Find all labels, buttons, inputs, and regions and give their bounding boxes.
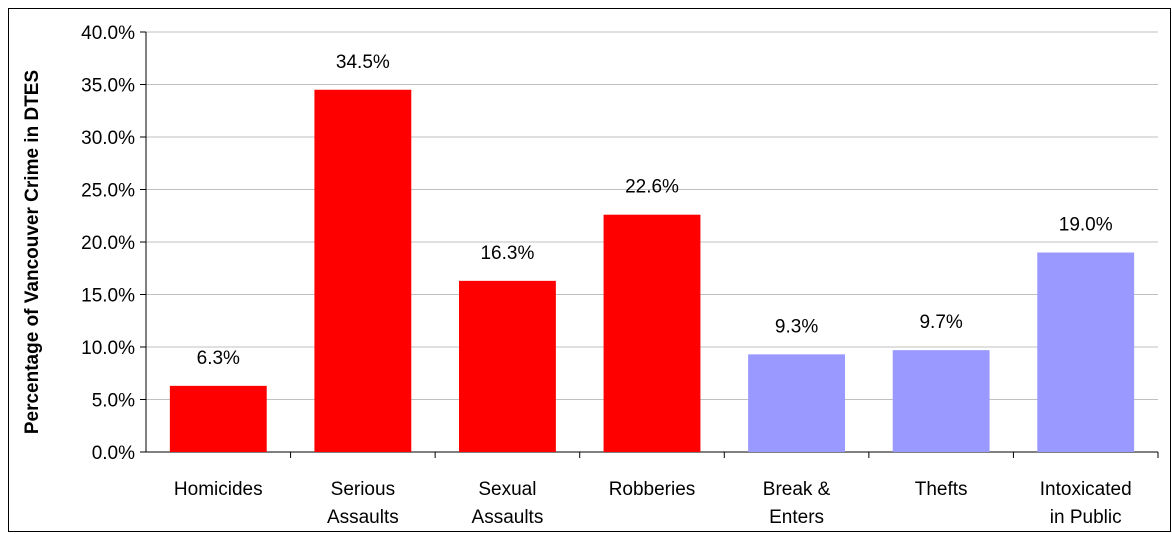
x-axis: Homicides Serious Assaults Sexual Assaults Ro…: [146, 451, 1159, 528]
x-category-label: Thefts: [915, 479, 968, 500]
y-tick-label: 25.0%: [81, 181, 135, 202]
y-tick-label: 30.0%: [81, 128, 135, 149]
bar: [1037, 252, 1135, 452]
bar-value-label: 6.3%: [197, 348, 240, 369]
x-category-label: Sexual Assaults: [472, 479, 544, 528]
x-category-label: Homicides: [174, 479, 263, 500]
bar: [603, 214, 701, 452]
y-axis: 0.0% 5.0% 10.0% 15.0% 20.0% 25.0% 30.0% 35.0% 40…: [81, 23, 147, 464]
y-axis-label: Percentage of Vancouver Crime in DTES: [22, 70, 43, 434]
bar-value-label: 34.5%: [336, 52, 390, 73]
bar: [169, 385, 267, 452]
bar-value-label: 16.3%: [480, 243, 534, 264]
y-tick-label: 0.0%: [92, 443, 135, 464]
bar-value-label: 9.3%: [775, 316, 818, 337]
y-tick-label: 15.0%: [81, 286, 135, 307]
y-tick-label: 20.0%: [81, 233, 135, 254]
bar: [748, 354, 846, 452]
x-category-label: Robberies: [609, 479, 696, 500]
y-tick-label: 5.0%: [92, 391, 135, 412]
bar: [892, 350, 990, 452]
bar-value-label: 9.7%: [919, 312, 962, 333]
bar: [314, 89, 412, 452]
bars: [169, 89, 1135, 452]
y-tick-label: 40.0%: [81, 23, 135, 44]
bar-value-label: 19.0%: [1059, 215, 1113, 236]
y-tick-label: 35.0%: [81, 76, 135, 97]
x-category-label: Break & Enters: [763, 479, 831, 528]
x-category-label: Serious Assaults: [327, 479, 399, 528]
data-labels: 6.3% 34.5% 16.3% 22.6% 9.3% 9.7% 19.0%: [197, 52, 1113, 369]
y-tick-label: 10.0%: [81, 338, 135, 359]
x-category-label: Intoxicated in Public: [1040, 479, 1132, 528]
bar: [458, 280, 556, 452]
bar-value-label: 22.6%: [625, 177, 679, 198]
